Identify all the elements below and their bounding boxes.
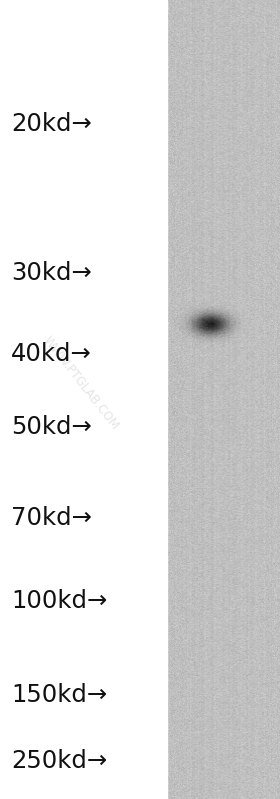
- Text: 250kd→: 250kd→: [11, 749, 108, 773]
- Text: 40kd→: 40kd→: [11, 342, 92, 366]
- Text: WWW.PTGLAB.COM: WWW.PTGLAB.COM: [41, 334, 122, 433]
- Text: 30kd→: 30kd→: [11, 261, 92, 285]
- Text: 70kd→: 70kd→: [11, 506, 92, 530]
- Text: 150kd→: 150kd→: [11, 683, 108, 707]
- Text: 20kd→: 20kd→: [11, 112, 92, 136]
- Text: 50kd→: 50kd→: [11, 415, 92, 439]
- Text: 100kd→: 100kd→: [11, 589, 108, 613]
- Bar: [0, 0, 167, 799]
